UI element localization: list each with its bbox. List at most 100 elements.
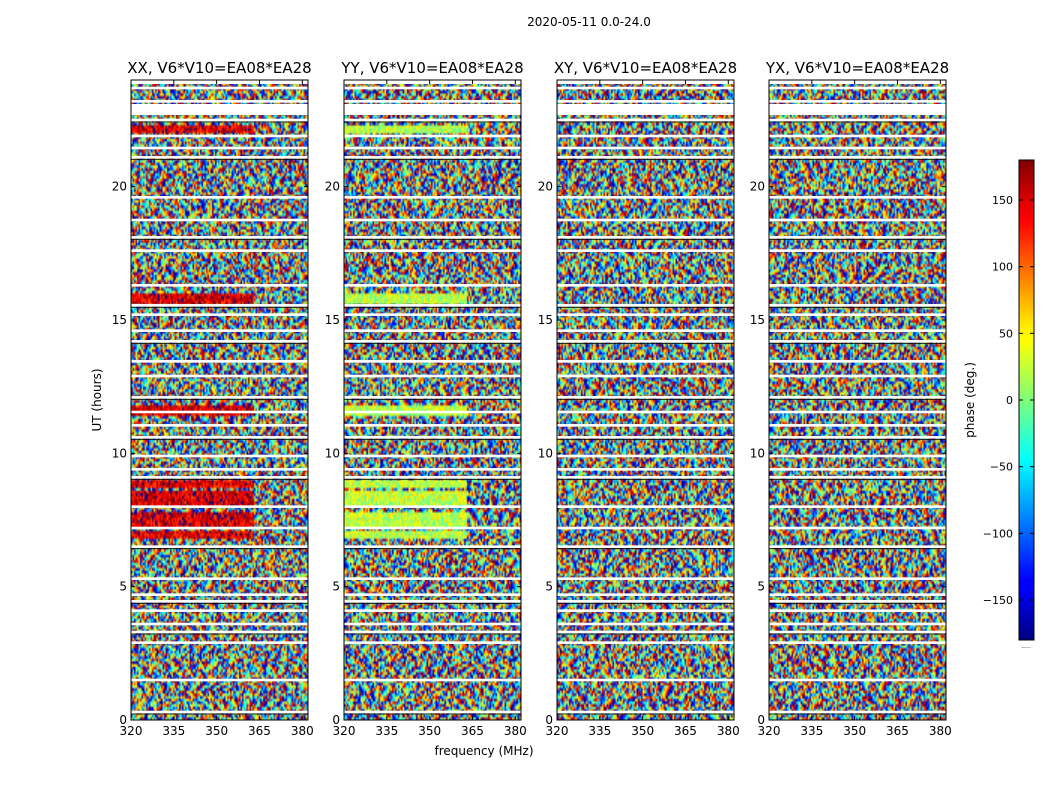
flag-gap: [557, 80, 734, 84]
flag-gap: [344, 577, 521, 580]
flag-gap: [557, 710, 734, 714]
y-tick-label: 5: [332, 580, 340, 594]
colorbar-underlabel: .....: [1021, 643, 1031, 650]
y-tick-label: 0: [332, 713, 340, 727]
flag-gap: [344, 609, 521, 612]
panel-title: YX, V6*V10=EA08*EA28: [765, 59, 949, 77]
y-tick-label: 0: [545, 713, 553, 727]
y-tick-label: 20: [750, 180, 765, 194]
x-tick-label: 320: [120, 724, 143, 738]
flag-gap: [344, 146, 521, 150]
flag-gap: [557, 505, 734, 508]
flag-gap: [557, 396, 734, 399]
flag-gap: [769, 630, 946, 634]
x-tick-label: 365: [886, 724, 909, 738]
flag-gap: [131, 218, 308, 222]
flag-gap: [769, 577, 946, 580]
flag-gap: [131, 678, 308, 682]
waterfall-image: [769, 80, 946, 720]
flag-gap: [557, 236, 734, 239]
flag-gap: [557, 196, 734, 199]
flag-gap: [344, 156, 521, 159]
flag-gap: [344, 476, 521, 479]
flag-gap: [131, 156, 308, 159]
flag-gap: [769, 710, 946, 714]
panel-yy: YY, V6*V10=EA08*EA28 320 335 350 365 380 0 5 10 1…: [325, 59, 527, 738]
x-tick-label: 335: [800, 724, 823, 738]
flag-gap: [344, 80, 521, 84]
y-tick-label: 10: [112, 446, 127, 460]
y-tick-label: 20: [538, 180, 553, 194]
y-tick-label: 20: [325, 180, 340, 194]
flag-gap: [131, 196, 308, 199]
flag-gap: [344, 424, 521, 427]
y-tick-label: 15: [538, 313, 553, 327]
flag-gap: [131, 329, 308, 332]
flag-gap: [344, 304, 521, 307]
flag-gap: [344, 104, 521, 115]
flag-gap: [131, 609, 308, 612]
x-tick-label: 335: [162, 724, 185, 738]
flag-gap: [769, 156, 946, 159]
flag-gap: [344, 600, 521, 603]
flag-gap: [344, 118, 521, 122]
y-axis-label: UT (hours): [90, 368, 104, 431]
flag-gap: [769, 622, 946, 626]
flag-gap: [344, 374, 521, 378]
flag-gap: [557, 545, 734, 548]
flag-gap: [557, 436, 734, 439]
flag-gap: [344, 340, 521, 343]
flag-gap: [769, 505, 946, 508]
x-tick-label: 380: [717, 724, 740, 738]
flag-gap: [557, 641, 734, 644]
flag-gap: [769, 374, 946, 378]
x-tick-label: 335: [375, 724, 398, 738]
x-axis-label: frequency (MHz): [434, 744, 533, 758]
y-tick-label: 15: [112, 313, 127, 327]
flag-gap: [557, 249, 734, 252]
flag-gap: [769, 424, 946, 427]
flag-gap: [344, 86, 521, 90]
flag-gap: [557, 118, 734, 122]
flag-gap: [557, 146, 734, 150]
flag-gap: [344, 284, 521, 287]
x-tick-label: 380: [291, 724, 314, 738]
flag-gap: [769, 641, 946, 644]
flag-gap: [769, 86, 946, 90]
flag-gap: [769, 360, 946, 363]
flag-gap: [769, 396, 946, 399]
flag-gap: [769, 545, 946, 548]
flag-gap: [131, 410, 308, 414]
flag-gap: [557, 424, 734, 427]
flag-gap: [131, 249, 308, 252]
flag-gap: [344, 410, 521, 414]
y-tick-label: 10: [750, 446, 765, 460]
flag-gap: [557, 86, 734, 90]
x-tick-label: 365: [461, 724, 484, 738]
flag-gap: [131, 86, 308, 90]
flag-gap: [344, 468, 521, 471]
flag-gap: [769, 218, 946, 222]
colorbar: 150 100 50 0 −50 −100 −150: [983, 159, 1035, 641]
flag-gap: [344, 641, 521, 644]
flag-gap: [557, 577, 734, 580]
flag-gap: [557, 329, 734, 332]
y-tick-label: 20: [112, 180, 127, 194]
y-tick-label: 15: [750, 313, 765, 327]
flag-gap: [344, 196, 521, 199]
x-tick-label: 350: [418, 724, 441, 738]
flag-gap: [131, 436, 308, 439]
flag-gap: [557, 468, 734, 471]
flag-gap: [344, 360, 521, 363]
flag-gap: [344, 249, 521, 252]
colorbar-tick-label: 150: [992, 194, 1013, 207]
flag-gap: [344, 236, 521, 239]
flag-gap: [557, 340, 734, 343]
flag-gap: [344, 313, 521, 316]
figure-title: 2020-05-11 0.0-24.0: [527, 15, 651, 29]
flag-gap: [557, 374, 734, 378]
flag-gap: [131, 630, 308, 634]
flag-gap: [344, 630, 521, 634]
flag-gap: [769, 454, 946, 458]
y-tick-label: 10: [325, 446, 340, 460]
